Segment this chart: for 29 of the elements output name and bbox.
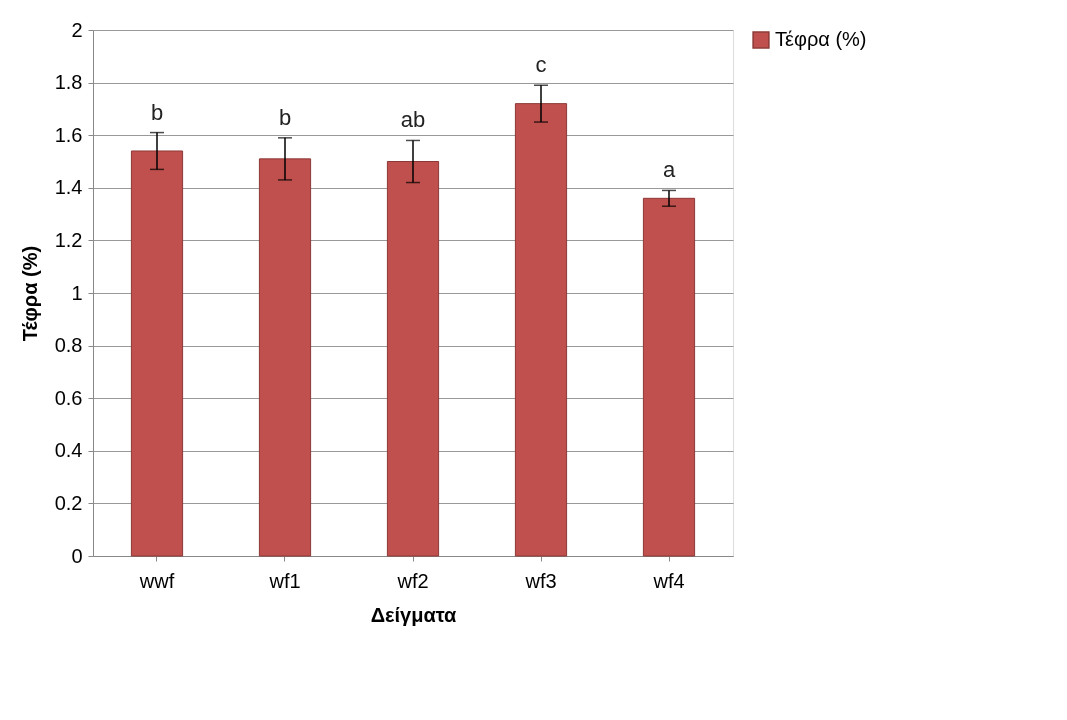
y-tick-label: 1.4 bbox=[54, 176, 83, 199]
bar bbox=[642, 197, 696, 557]
y-tick-label: 0.8 bbox=[54, 334, 83, 357]
annotation: b bbox=[278, 104, 292, 130]
annotation: ab bbox=[400, 107, 426, 133]
y-tick-label: 1.2 bbox=[54, 228, 83, 251]
bar bbox=[258, 158, 312, 557]
x-tick-label: wf1 bbox=[268, 569, 301, 592]
y-tick-label: 0 bbox=[71, 544, 83, 567]
x-tick-label: wf4 bbox=[652, 569, 685, 592]
bar bbox=[386, 161, 440, 557]
bar bbox=[130, 150, 184, 557]
y-tick-label: 0.4 bbox=[54, 439, 83, 462]
y-tick-label: 1 bbox=[71, 281, 83, 304]
y-tick-label: 1.8 bbox=[54, 71, 83, 94]
x-tick-label: wwf bbox=[138, 569, 175, 592]
annotation: b bbox=[150, 99, 164, 125]
x-tick-label: wf2 bbox=[396, 569, 429, 592]
y-axis-title: Τέφρα (%) bbox=[18, 245, 41, 342]
y-tick-label: 1.6 bbox=[54, 123, 83, 146]
y-tick-label: 0.6 bbox=[54, 386, 83, 409]
y-tick-label: 2 bbox=[71, 18, 83, 41]
annotation: c bbox=[535, 52, 547, 78]
bar bbox=[514, 103, 568, 557]
annotation: a bbox=[662, 157, 676, 183]
x-tick-label: wf3 bbox=[524, 569, 557, 592]
legend-label: Τέφρα (%) bbox=[775, 28, 867, 50]
y-tick-label: 0.2 bbox=[54, 491, 83, 514]
x-axis-title: Δείγματα bbox=[370, 603, 458, 626]
